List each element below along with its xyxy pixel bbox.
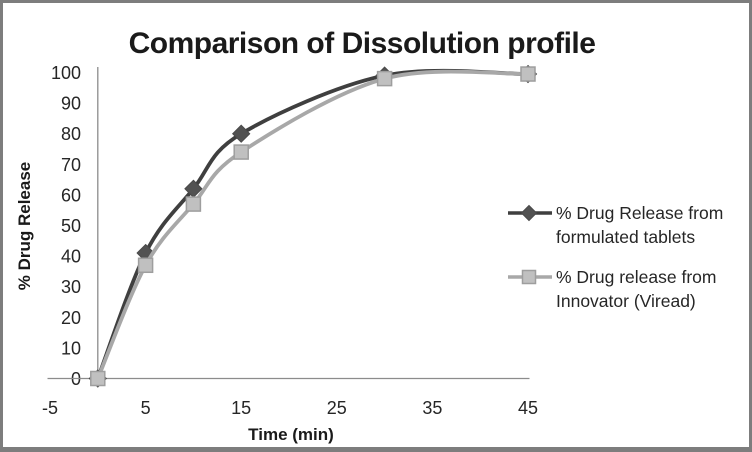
marker-square-5 <box>137 257 154 274</box>
marker-square-10 <box>185 196 202 212</box>
y-tick-30: 30 <box>61 277 81 297</box>
x-tick-45: 45 <box>518 398 538 418</box>
legend-label-innovator-line1: % Drug release from <box>556 267 716 287</box>
series-plot <box>88 64 538 388</box>
legend: % Drug Release from formulated tablets %… <box>508 203 723 311</box>
marker-square-15 <box>233 144 249 160</box>
chart-border-bottom <box>0 447 752 452</box>
y-tick-70: 70 <box>61 155 81 175</box>
marker-diamond-15 <box>231 124 251 143</box>
legend-marker-innovator <box>508 269 552 285</box>
legend-marker-formulated <box>508 204 552 222</box>
y-axis-title: % Drug Release <box>15 162 34 291</box>
x-tick-15: 15 <box>231 398 251 418</box>
series-line-0 <box>95 68 530 381</box>
axis-lines <box>47 67 530 380</box>
legend-square-icon <box>521 269 537 285</box>
marker-square-30 <box>376 70 393 87</box>
x-tick-25: 25 <box>327 398 347 418</box>
y-tick-60: 60 <box>61 185 81 205</box>
y-tick-80: 80 <box>61 124 81 144</box>
legend-label-innovator-line2: Innovator (Viread) <box>556 291 696 311</box>
x-axis-title: Time (min) <box>248 425 334 444</box>
marker-square-0 <box>90 370 106 387</box>
y-tick-100: 100 <box>51 63 81 83</box>
y-tick-20: 20 <box>61 308 81 328</box>
y-tick-90: 90 <box>61 94 81 114</box>
y-tick-50: 50 <box>61 216 81 236</box>
x-axis-tick-labels: -5 5 15 25 35 45 <box>42 398 538 418</box>
x-tick--5: -5 <box>42 398 58 418</box>
chart-title: Comparison of Dissolution profile <box>129 27 596 60</box>
y-tick-40: 40 <box>61 247 81 267</box>
marker-square-45 <box>520 66 536 82</box>
legend-label-formulated-line1: % Drug Release from <box>556 203 723 223</box>
legend-diamond-icon <box>520 204 538 222</box>
x-tick-5: 5 <box>141 398 151 418</box>
x-tick-35: 35 <box>422 398 442 418</box>
y-tick-10: 10 <box>61 338 81 358</box>
legend-label-formulated-line2: formulated tablets <box>556 227 695 247</box>
series-line-1 <box>95 69 530 381</box>
